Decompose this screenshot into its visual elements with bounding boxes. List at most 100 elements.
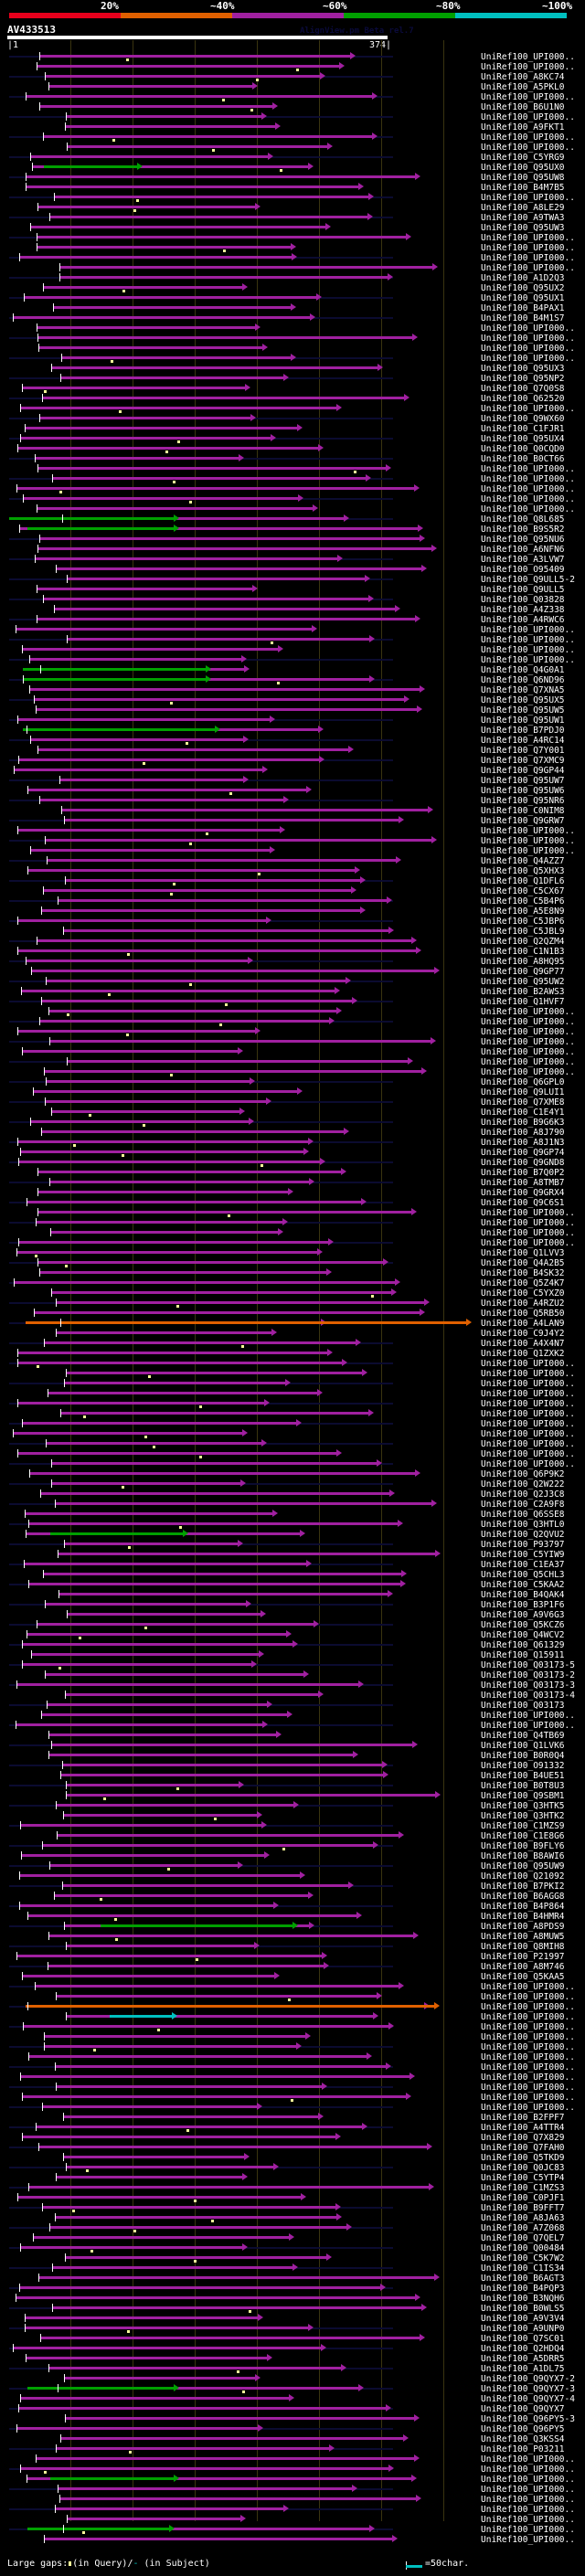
hit-label[interactable]: UniRef100_UPI000.. bbox=[481, 2515, 575, 2525]
hit-label[interactable]: UniRef100_UPI000.. bbox=[481, 635, 575, 645]
alignment-row[interactable]: UniRef100_Q95UW8 bbox=[0, 173, 585, 183]
hit-label[interactable]: UniRef100_O91332 bbox=[481, 1761, 565, 1771]
alignment-row[interactable]: UniRef100_Q15911 bbox=[0, 1650, 585, 1660]
alignment-row[interactable]: UniRef100_Q2HDQ4 bbox=[0, 2344, 585, 2354]
alignment-row[interactable]: UniRef100_UPI000.. bbox=[0, 2495, 585, 2505]
alignment-row[interactable]: UniRef100_UPI000.. bbox=[0, 243, 585, 253]
hit-label[interactable]: UniRef100_UPI000.. bbox=[481, 143, 575, 153]
alignment-row[interactable]: UniRef100_A9V3V4 bbox=[0, 2314, 585, 2324]
hit-label[interactable]: UniRef100_A3LVW7 bbox=[481, 555, 565, 565]
hit-label[interactable]: UniRef100_P21997 bbox=[481, 1952, 565, 1962]
hit-label[interactable]: UniRef100_Q95UW9 bbox=[481, 1861, 565, 1871]
hit-label[interactable]: UniRef100_A4LAN9 bbox=[481, 1319, 565, 1329]
alignment-row[interactable]: UniRef100_Q95UW6 bbox=[0, 786, 585, 796]
hit-label[interactable]: UniRef100_C5CX67 bbox=[481, 886, 565, 896]
hit-label[interactable]: UniRef100_UPI000.. bbox=[481, 1429, 575, 1439]
hit-label[interactable]: UniRef100_A9V6G3 bbox=[481, 1610, 565, 1620]
alignment-row[interactable]: UniRef100_A5DRR5 bbox=[0, 2354, 585, 2364]
hit-label[interactable]: UniRef100_Q9ULL5-2 bbox=[481, 575, 575, 585]
alignment-row[interactable]: UniRef100_UPI000.. bbox=[0, 1459, 585, 1469]
hit-label[interactable]: UniRef100_C5K7W2 bbox=[481, 2253, 565, 2263]
alignment-row[interactable]: UniRef100_Q8L685 bbox=[0, 514, 585, 525]
hit-label[interactable]: UniRef100_Q8L685 bbox=[481, 514, 565, 525]
hit-label[interactable]: UniRef100_UPI000.. bbox=[481, 2485, 575, 2495]
hit-label[interactable]: UniRef100_Q8MIH8 bbox=[481, 1942, 565, 1952]
alignment-row[interactable]: UniRef100_Q4AZZ7 bbox=[0, 856, 585, 866]
hit-label[interactable]: UniRef100_B9G6K3 bbox=[481, 1118, 565, 1128]
hit-label[interactable]: UniRef100_UPI000.. bbox=[481, 323, 575, 334]
alignment-row[interactable]: UniRef100_UPI000.. bbox=[0, 2032, 585, 2042]
hit-label[interactable]: UniRef100_UPI000.. bbox=[481, 474, 575, 484]
hit-label[interactable]: UniRef100_Q1ZXK2 bbox=[481, 1349, 565, 1359]
alignment-row[interactable]: UniRef100_UPI000.. bbox=[0, 253, 585, 263]
hit-label[interactable]: UniRef100_UPI000.. bbox=[481, 2465, 575, 2475]
hit-label[interactable]: UniRef100_A8J1N3 bbox=[481, 1138, 565, 1148]
alignment-row[interactable]: UniRef100_UPI000.. bbox=[0, 2052, 585, 2062]
alignment-row[interactable]: UniRef100_A4RC14 bbox=[0, 736, 585, 746]
alignment-row[interactable]: UniRef100_Q7QEL7 bbox=[0, 2233, 585, 2243]
alignment-row[interactable]: UniRef100_Q1ZXK2 bbox=[0, 1349, 585, 1359]
alignment-row[interactable]: UniRef100_C1FJR1 bbox=[0, 424, 585, 434]
alignment-row[interactable]: UniRef100_C1E8G6 bbox=[0, 1831, 585, 1841]
alignment-row[interactable]: UniRef100_C5KAA2 bbox=[0, 1580, 585, 1590]
hit-label[interactable]: UniRef100_B0T8U3 bbox=[481, 1781, 565, 1791]
alignment-row[interactable]: UniRef100_Q2QVU2 bbox=[0, 1530, 585, 1540]
alignment-row[interactable]: UniRef100_Q7Y001 bbox=[0, 746, 585, 756]
hit-label[interactable]: UniRef100_UPI000.. bbox=[481, 2042, 575, 2052]
hit-label[interactable]: UniRef100_A5E8N9 bbox=[481, 906, 565, 917]
alignment-row[interactable]: UniRef100_Q1LVV3 bbox=[0, 1248, 585, 1258]
alignment-row[interactable]: UniRef100_UPI000.. bbox=[0, 494, 585, 504]
alignment-row[interactable]: UniRef100_Q1HVF7 bbox=[0, 997, 585, 1007]
alignment-row[interactable]: UniRef100_B2AWS3 bbox=[0, 987, 585, 997]
alignment-row[interactable]: UniRef100_UPI000.. bbox=[0, 2454, 585, 2465]
hit-label[interactable]: UniRef100_Q5KAA5 bbox=[481, 1972, 565, 1982]
alignment-row[interactable]: UniRef100_UPI000.. bbox=[0, 655, 585, 665]
alignment-row[interactable]: UniRef100_Q95UX2 bbox=[0, 283, 585, 293]
hit-label[interactable]: UniRef100_Q1DFL6 bbox=[481, 876, 565, 886]
hit-label[interactable]: UniRef100_UPI000.. bbox=[481, 2475, 575, 2485]
alignment-row[interactable]: UniRef100_B3NQH6 bbox=[0, 2294, 585, 2304]
alignment-row[interactable]: UniRef100_A4X4N7 bbox=[0, 1339, 585, 1349]
alignment-row[interactable]: UniRef100_A8LE29 bbox=[0, 203, 585, 213]
hit-label[interactable]: UniRef100_Q21092 bbox=[481, 1871, 565, 1882]
hit-label[interactable]: UniRef100_UPI000.. bbox=[481, 2072, 575, 2083]
alignment-row[interactable]: UniRef100_UPI000.. bbox=[0, 2465, 585, 2475]
hit-label[interactable]: UniRef100_Q6P9K2 bbox=[481, 1469, 565, 1479]
hit-label[interactable]: UniRef100_UPI000.. bbox=[481, 1369, 575, 1379]
alignment-row[interactable]: UniRef100_A1D2Q3 bbox=[0, 273, 585, 283]
alignment-row[interactable]: UniRef100_C5JBL9 bbox=[0, 927, 585, 937]
hit-label[interactable]: UniRef100_B4PQP3 bbox=[481, 2284, 565, 2294]
hit-label[interactable]: UniRef100_C5B4P6 bbox=[481, 896, 565, 906]
alignment-row[interactable]: UniRef100_A4LAN9 bbox=[0, 1319, 585, 1329]
alignment-row[interactable]: UniRef100_A7Z068 bbox=[0, 2223, 585, 2233]
hit-label[interactable]: UniRef100_Q9GRX4 bbox=[481, 1188, 565, 1198]
hit-label[interactable]: UniRef100_UPI000.. bbox=[481, 334, 575, 344]
alignment-row[interactable]: UniRef100_UPI000.. bbox=[0, 1218, 585, 1228]
hit-label[interactable]: UniRef100_B9FLY6 bbox=[481, 1841, 565, 1851]
hit-label[interactable]: UniRef100_B4M1S7 bbox=[481, 313, 565, 323]
hit-label[interactable]: UniRef100_Q9LUI1 bbox=[481, 1087, 565, 1097]
hit-label[interactable]: UniRef100_UPI000.. bbox=[481, 1389, 575, 1399]
alignment-row[interactable]: UniRef100_Q6SSE8 bbox=[0, 1510, 585, 1520]
hit-label[interactable]: UniRef100_C0PJF1 bbox=[481, 2193, 565, 2203]
hit-label[interactable]: UniRef100_A8LE29 bbox=[481, 203, 565, 213]
alignment-row[interactable]: UniRef100_B4QAK4 bbox=[0, 1590, 585, 1600]
hit-label[interactable]: UniRef100_Q9GP74 bbox=[481, 1148, 565, 1158]
hit-label[interactable]: UniRef100_Q95NP2 bbox=[481, 374, 565, 384]
alignment-row[interactable]: UniRef100_B7PKI2 bbox=[0, 1882, 585, 1892]
alignment-row[interactable]: UniRef100_B4PAX1 bbox=[0, 303, 585, 313]
hit-label[interactable]: UniRef100_B6AGG8 bbox=[481, 1892, 565, 1902]
alignment-row[interactable]: UniRef100_UPI000.. bbox=[0, 846, 585, 856]
hit-label[interactable]: UniRef100_UPI000.. bbox=[481, 655, 575, 665]
hit-label[interactable]: UniRef100_Q2QZM4 bbox=[481, 937, 565, 947]
alignment-row[interactable]: UniRef100_UPI000.. bbox=[0, 1439, 585, 1449]
hit-label[interactable]: UniRef100_UPI000.. bbox=[481, 253, 575, 263]
alignment-row[interactable]: UniRef100_B9FLY6 bbox=[0, 1841, 585, 1851]
alignment-row[interactable]: UniRef100_B7PDJ0 bbox=[0, 726, 585, 736]
hit-label[interactable]: UniRef100_Q3KSS4 bbox=[481, 2434, 565, 2444]
alignment-row[interactable]: UniRef100_Q9GP77 bbox=[0, 967, 585, 977]
alignment-row[interactable]: UniRef100_Q9GRW7 bbox=[0, 816, 585, 826]
alignment-row[interactable]: UniRef100_Q95UW1 bbox=[0, 716, 585, 726]
alignment-row[interactable]: UniRef100_C1MZS3 bbox=[0, 2183, 585, 2193]
hit-label[interactable]: UniRef100_P93797 bbox=[481, 1540, 565, 1550]
